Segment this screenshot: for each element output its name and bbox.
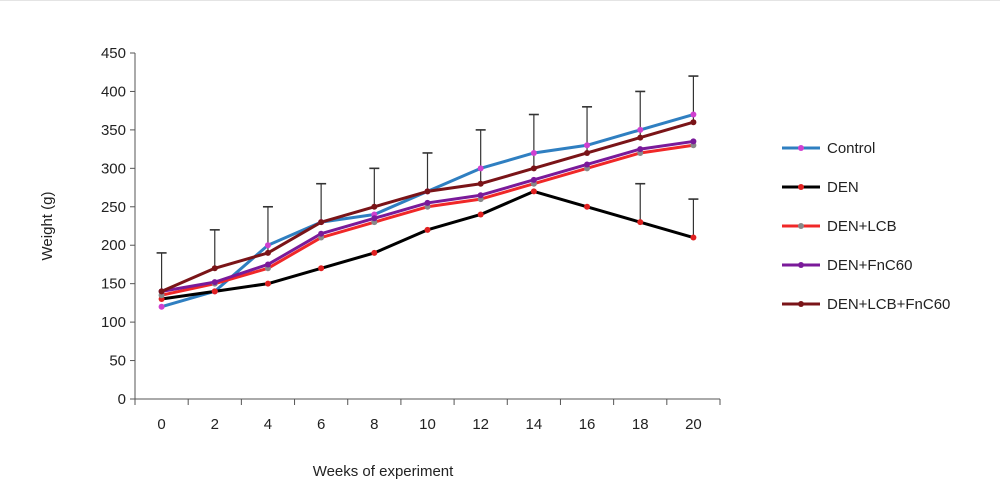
data-point-control <box>530 149 537 156</box>
data-point-den <box>318 265 325 272</box>
y-tick-label: 150 <box>101 276 126 293</box>
y-tick-label: 200 <box>101 237 126 254</box>
y-tick-label: 0 <box>118 391 126 408</box>
legend-marker-control <box>798 145 804 151</box>
series-lines <box>160 113 694 309</box>
data-point-den <box>371 249 378 256</box>
data-point-den <box>424 226 431 233</box>
data-point-den <box>264 280 271 287</box>
x-tick-label: 4 <box>264 416 272 433</box>
x-tick-label: 8 <box>370 416 378 433</box>
data-point-den-lcb-fnc60 <box>690 119 697 126</box>
y-tick-label: 100 <box>101 314 126 331</box>
data-point-control <box>477 165 484 172</box>
data-point-den-fnc60 <box>690 138 697 145</box>
data-point-den-fnc60 <box>424 199 431 206</box>
data-point-den <box>211 288 218 295</box>
legend-label-den-lcb-fnc60: DEN+LCB+FnC60 <box>827 296 950 313</box>
y-tick-label: 50 <box>109 353 126 370</box>
data-point-den-fnc60 <box>371 215 378 222</box>
y-tick-label: 300 <box>101 160 126 177</box>
x-tick-label: 14 <box>526 416 543 433</box>
data-point-den-fnc60 <box>477 192 484 199</box>
y-tick-label: 250 <box>101 199 126 216</box>
legend-marker-den-lcb <box>798 223 804 229</box>
data-point-den-lcb-fnc60 <box>637 134 644 141</box>
data-point-den <box>477 211 484 218</box>
data-point-den-lcb-fnc60 <box>318 219 325 226</box>
axes: 0 50 100 150 200 250 300 350 400 450 0 2 4 6 8 10 12 14 16… <box>101 45 721 433</box>
data-point-control <box>584 142 591 149</box>
data-point-control <box>690 111 697 118</box>
data-point-den <box>690 234 697 241</box>
data-point-den <box>584 203 591 210</box>
data-point-den-fnc60 <box>637 146 644 153</box>
x-tick-label: 0 <box>157 416 165 433</box>
data-point-den-lcb-fnc60 <box>264 249 271 256</box>
y-tick-label: 450 <box>101 45 126 62</box>
x-tick-label: 2 <box>211 416 219 433</box>
legend-marker-den <box>798 184 804 190</box>
legend-marker-den-fnc60 <box>798 262 804 268</box>
x-axis-label: Weeks of experiment <box>313 463 454 480</box>
data-point-den <box>530 188 537 195</box>
legend: Control DEN DEN+LCB DEN+FnC60 DEN+LCB+FnC60 <box>782 140 950 313</box>
legend-label-den-lcb: DEN+LCB <box>827 218 897 235</box>
data-point-den-lcb-fnc60 <box>530 165 537 172</box>
x-tick-label: 20 <box>685 416 702 433</box>
x-tick-label: 10 <box>419 416 436 433</box>
y-tick-label: 350 <box>101 122 126 139</box>
legend-marker-den-lcb-fnc60 <box>798 301 804 307</box>
data-point-control <box>264 242 271 249</box>
series-markers <box>158 111 697 310</box>
data-point-den-fnc60 <box>318 230 325 237</box>
data-point-den-lcb-fnc60 <box>584 149 591 156</box>
series-line-control <box>161 113 694 309</box>
data-point-den-lcb-fnc60 <box>158 288 165 295</box>
x-tick-label: 12 <box>472 416 489 433</box>
data-point-den-fnc60 <box>211 279 218 286</box>
legend-label-den-fnc60: DEN+FnC60 <box>827 257 912 274</box>
y-axis-label: Weight (g) <box>39 192 56 261</box>
data-point-control <box>637 126 644 133</box>
legend-label-control: Control <box>827 140 875 157</box>
data-point-den-fnc60 <box>264 261 271 268</box>
data-point-den-lcb-fnc60 <box>424 188 431 195</box>
data-point-den-lcb-fnc60 <box>211 265 218 272</box>
y-tick-label: 400 <box>101 83 126 100</box>
x-tick-label: 16 <box>579 416 596 433</box>
legend-label-den: DEN <box>827 179 859 196</box>
data-point-den-fnc60 <box>584 161 591 168</box>
data-point-den-lcb-fnc60 <box>371 203 378 210</box>
x-tick-label: 18 <box>632 416 649 433</box>
data-point-den-lcb-fnc60 <box>477 180 484 187</box>
error-bars <box>156 75 699 292</box>
data-point-den-fnc60 <box>530 176 537 183</box>
data-point-control <box>158 303 165 310</box>
data-point-den <box>637 219 644 226</box>
x-tick-label: 6 <box>317 416 325 433</box>
